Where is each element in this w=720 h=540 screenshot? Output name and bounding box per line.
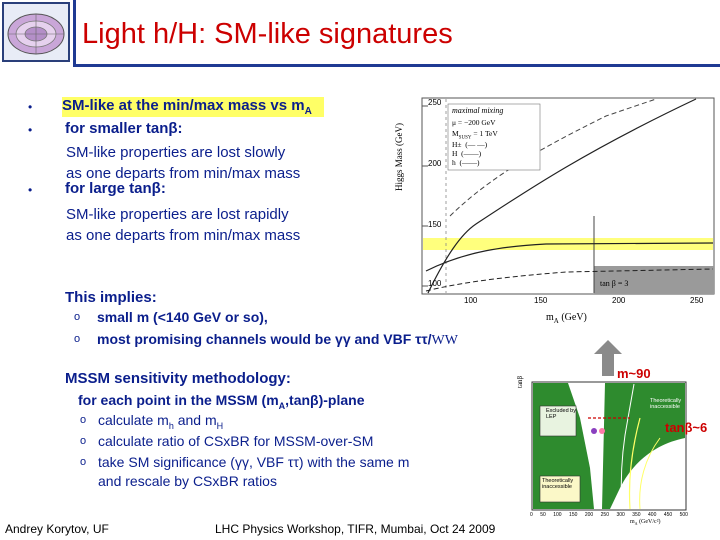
plot2-xtick: 350 [632,512,641,518]
list-marker: o [80,435,87,447]
plot1-x-label-m: m [546,312,554,323]
bullet-2-line-1: SM-like properties are lost slowly [66,144,286,161]
bullet-2: for smaller tanβ: [65,120,183,137]
plot1-legend-entry: H± (— —) [452,140,487,149]
bullet-3-line-1: SM-like properties are lost rapidly [66,206,289,223]
legend-label: H± [452,140,462,149]
bullet-2-line-2: as one departs from min/max mass [66,165,301,182]
mssm-plane-plot: tanβ Excluded by LEP Theoretically inacc… [510,375,688,528]
plot1-xtick: 200 [612,296,626,305]
plot2-xtick: 450 [663,512,673,518]
plot1-ytick: 150 [428,220,442,229]
bullet-3: for large tanβ: [65,180,166,197]
step-1-mid: and m [173,412,217,428]
plot1-x-label-sub: A [553,317,559,325]
plot1-xtick: 250 [690,296,704,305]
method-intro-sub: A [278,400,286,411]
annotation-tanb6: tanβ~6 [665,420,708,435]
method-intro-text: for each point in the MSSM (m [78,392,279,408]
legend-style: (——) [459,158,480,167]
plot2-xtick: 400 [648,512,657,518]
plot2-xtick: 250 [600,512,609,518]
method-heading: MSSM sensitivity methodology: [65,370,291,387]
plot1-legend-entry: H (——) [452,149,481,158]
plot2-xticks: 0 50 100 150 200 250 300 350 400 450 500 [530,512,688,518]
plot2-xtick: 50 [540,512,546,518]
bullet-3-line-2: as one departs from min/max mass [66,227,301,244]
step-1-text: calculate m [98,412,169,428]
logo [2,2,70,62]
list-marker: o [74,311,81,323]
plot2-xtick: 300 [616,512,625,518]
plot2-xtick: 200 [584,512,594,518]
step-1-sub-H: H [216,420,224,431]
bullet-1-text: SM-like at the min/max mass vs m [62,97,305,114]
plot1-ytick: 200 [428,159,442,168]
plot2-y-label: tanβ [516,375,524,388]
legend-label: H [452,149,458,158]
step-1-sub-h: h [168,420,174,431]
plot1-ytick: 250 [428,98,442,107]
method-step-2: calculate ratio of CSxBR for MSSM-over-S… [98,433,374,449]
plot2-x-label-unit: (GeV/c²) [639,519,661,525]
bullet-1-sub: A [304,106,312,117]
implies-item-1: small m (<140 GeV or so), [97,309,268,325]
plot1-legend-msusy: MSUSY = 1 TeV [452,129,498,141]
legend-style: (— —) [465,140,488,149]
plot2-region-inaccessible-right: Theoretically inaccessible [650,398,682,410]
method-intro: for each point in the MSSM (mA,tanβ)-pla… [78,392,365,411]
legend-label: h [452,158,456,167]
plot2-x-label-sub: A [634,521,638,527]
list-marker: o [74,333,81,345]
legend-style: (——) [461,149,482,158]
page-title: Light h/H: SM-like signatures [82,18,453,50]
plot2-xtick: 100 [553,512,562,518]
higgs-mass-plot: Higgs Mass (GeV) 250 200 150 100 100 150… [394,96,716,328]
method-step-3-cont: and rescale by CSxBR ratios [98,473,277,489]
plot2-x-label: mA (GeV/c²) [630,519,661,526]
implies-item-2: most promising channels would be γγ and … [97,331,458,349]
up-arrow-icon [594,340,622,381]
plot1-xtick: 150 [534,296,548,305]
bullet-dot: • [28,183,33,197]
method-step-1: calculate mh and mH [98,410,223,437]
plot1-legend-mu: μ = −200 GeV [452,118,496,127]
plot1-legend-title: maximal mixing [452,106,504,115]
bullet-dot: • [28,100,33,114]
plot1-ytick: 100 [428,279,442,288]
plot2-xtick: 150 [569,512,578,518]
plot1-x-label-unit: (GeV) [561,312,587,323]
implies-heading: This implies: [65,289,157,306]
plot1-legend-msusy-sub: SUSY [458,135,472,141]
implies-item-2-text: most promising channels would be γγ and … [97,331,432,347]
list-marker: o [80,456,87,468]
bullet-dot: • [28,123,33,137]
footer-event: LHC Physics Workshop, TIFR, Mumbai, Oct … [215,522,496,536]
plot2-x-label-m: m [630,519,635,525]
title-divider [76,64,720,67]
plot1-y-label: Higgs Mass (GeV) [394,123,404,191]
list-marker: o [80,414,87,426]
plot1-legend-msusy-m: M [452,129,459,138]
plot2-region-inaccessible: Theoretically inaccessible [542,478,574,490]
implies-item-2-ww: WW [431,333,458,348]
footer-author: Andrey Korytov, UF [5,522,109,536]
plot2-xtick: 500 [679,512,688,518]
plot1-legend-msusy-val: = 1 TeV [473,129,498,138]
title-divider-vertical [73,0,76,67]
bullet-1: SM-like at the min/max mass vs mA [62,97,324,117]
plot1-tanb-label: tan β = 3 [600,279,629,288]
method-intro-end: ,tanβ)-plane [285,392,365,408]
annotation-m90: m~90 [617,366,651,381]
plot1-legend-entry: h (——) [452,158,480,167]
plot2-xtick: 0 [530,512,533,518]
plot2-region-excluded: Excluded by LEP [546,408,576,420]
plot1-x-label: mA (GeV) [546,312,587,325]
method-step-3: take SM significance (γγ, VBF ττ) with t… [98,454,410,470]
plot1-xtick: 100 [464,296,478,305]
